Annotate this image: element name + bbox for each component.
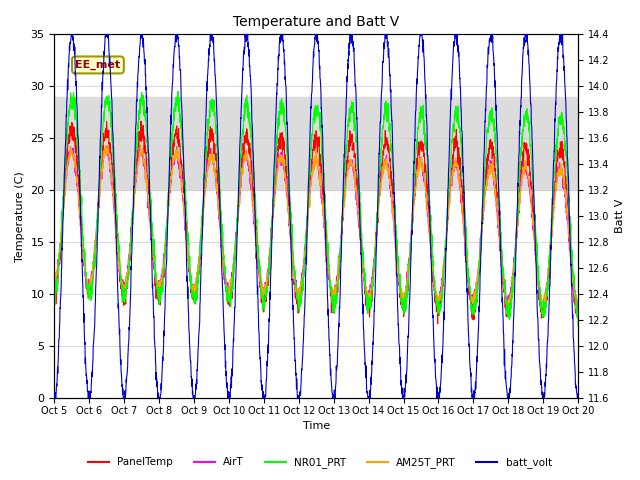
Y-axis label: Batt V: Batt V (615, 199, 625, 233)
Text: EE_met: EE_met (76, 60, 120, 70)
Bar (54, 96, 578, 190)
Legend: PanelTemp, AirT, NR01_PRT, AM25T_PRT, batt_volt: PanelTemp, AirT, NR01_PRT, AM25T_PRT, ba… (84, 453, 556, 472)
X-axis label: Time: Time (303, 421, 330, 432)
Title: Temperature and Batt V: Temperature and Batt V (233, 15, 399, 29)
Y-axis label: Temperature (C): Temperature (C) (15, 171, 25, 262)
